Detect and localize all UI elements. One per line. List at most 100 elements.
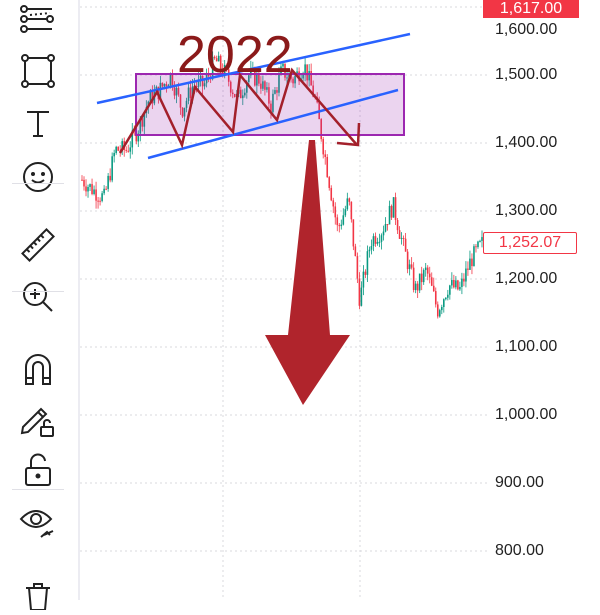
candle <box>201 75 204 87</box>
candle <box>457 280 459 290</box>
trend-lines-tool[interactable] <box>14 0 62 40</box>
candle <box>254 68 256 86</box>
candle <box>115 146 117 153</box>
candle <box>135 131 138 142</box>
high-price-label: 1,617.00 <box>483 0 579 18</box>
year-annotation[interactable]: 2022 <box>177 26 293 84</box>
candle <box>467 268 469 270</box>
candle <box>312 85 314 97</box>
toolbar-divider <box>12 183 64 184</box>
candle <box>445 297 447 300</box>
candle <box>392 197 395 218</box>
price-axis-label: 900.00 <box>495 474 544 491</box>
candle <box>258 74 260 84</box>
candle <box>211 56 214 80</box>
candle <box>352 219 355 247</box>
candle <box>223 64 226 76</box>
candle <box>91 184 93 194</box>
channel-upper-line[interactable] <box>96 32 411 105</box>
candle <box>185 100 188 108</box>
candle <box>404 238 407 252</box>
zigzag-drawing[interactable] <box>118 67 358 154</box>
candle <box>199 75 202 80</box>
candle <box>394 197 397 221</box>
candle <box>225 64 228 70</box>
price-axis-label: 1,400.00 <box>495 134 558 151</box>
candle <box>248 75 250 83</box>
candle <box>340 224 343 227</box>
candle <box>400 237 403 239</box>
candle <box>402 237 405 239</box>
candle <box>410 264 413 268</box>
candle <box>344 209 347 216</box>
emoji-tool[interactable] <box>14 157 62 197</box>
candle <box>463 278 465 282</box>
candle <box>93 189 95 194</box>
rectangle-tool[interactable] <box>14 51 62 91</box>
candle <box>342 215 345 225</box>
candle <box>451 280 453 286</box>
candle <box>113 152 115 157</box>
candle <box>181 107 184 117</box>
candle <box>459 286 461 290</box>
candle <box>221 69 224 76</box>
lock-icon <box>25 453 51 486</box>
trash-icon <box>26 583 50 610</box>
remove-drawings-tool[interactable] <box>14 575 62 615</box>
candle <box>278 74 280 93</box>
text-tool[interactable] <box>14 104 62 144</box>
candle <box>187 87 190 101</box>
price-chart[interactable]: 2022 <box>80 0 600 600</box>
candle <box>386 224 389 226</box>
hide-drawings-tool[interactable] <box>14 503 62 543</box>
price-axis-label: 1,600.00 <box>495 21 558 38</box>
candle <box>449 285 451 295</box>
candle <box>380 235 383 242</box>
trend-lines-icon <box>20 5 54 33</box>
candle <box>125 149 128 151</box>
candle <box>382 231 385 236</box>
candle <box>479 240 481 242</box>
measure-tool[interactable] <box>14 225 62 265</box>
zigzag-arrowhead <box>336 122 361 147</box>
candle <box>334 206 337 218</box>
zoom-tool[interactable] <box>14 277 62 317</box>
candle <box>440 307 443 311</box>
candle <box>326 156 329 178</box>
candle <box>250 68 252 76</box>
lock-drawings-tool[interactable] <box>14 400 62 440</box>
big-down-arrow[interactable] <box>265 140 350 405</box>
candle <box>475 246 477 248</box>
candle <box>324 154 327 157</box>
candle <box>418 273 421 291</box>
candle <box>362 271 365 288</box>
rectangle-shapes-icon <box>21 54 55 88</box>
candle <box>447 294 449 298</box>
candle <box>332 200 335 207</box>
text-icon <box>27 111 49 137</box>
candle <box>141 118 144 127</box>
candle <box>87 186 89 192</box>
candle <box>322 139 325 155</box>
candle <box>350 201 353 220</box>
candle <box>143 113 146 127</box>
magnet-icon <box>25 354 51 385</box>
lock-tool[interactable] <box>14 450 62 490</box>
candle <box>121 141 124 152</box>
candle <box>163 83 166 87</box>
candle <box>246 82 248 93</box>
magnet-tool[interactable] <box>14 350 62 390</box>
candle <box>436 304 439 317</box>
candle <box>280 66 282 75</box>
candle <box>360 287 363 306</box>
candle <box>304 64 306 75</box>
candle <box>244 92 246 96</box>
candle <box>469 258 471 270</box>
candle <box>272 93 274 112</box>
candle <box>443 299 445 308</box>
candle <box>477 241 479 248</box>
candle <box>111 156 113 181</box>
candle <box>101 193 103 201</box>
channel-lower-line[interactable] <box>147 88 399 160</box>
drawings[interactable]: 2022 <box>96 26 411 405</box>
